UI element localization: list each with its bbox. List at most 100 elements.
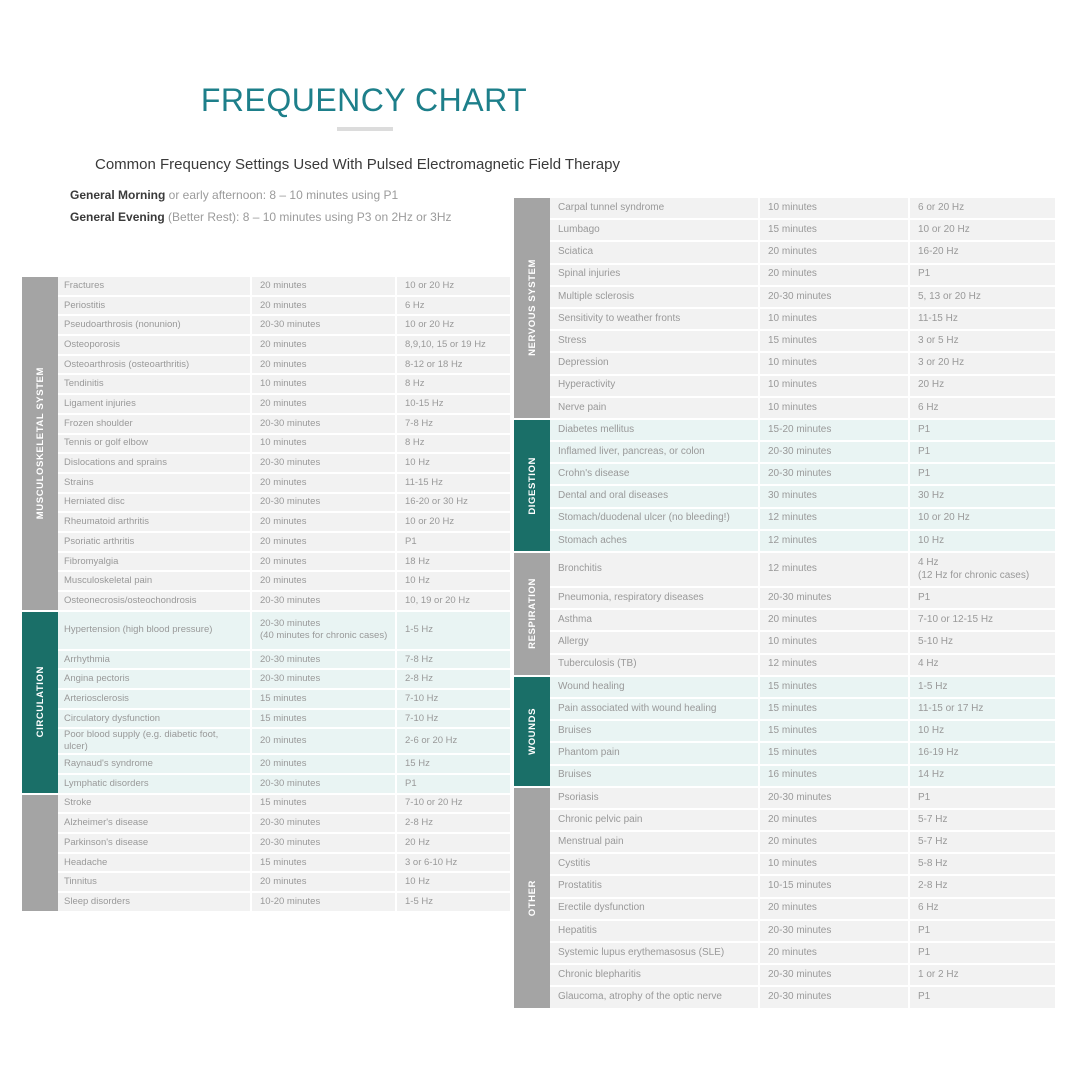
table-row: Fractures 20 minutes 10 or 20 Hz xyxy=(58,277,510,295)
table-row: Musculoskeletal pain 20 minutes 10 Hz xyxy=(58,570,510,590)
table-row: Diabetes mellitus 15-20 minutes P1 xyxy=(550,419,1055,441)
condition-cell: Systemic lupus erythemasosus (SLE) xyxy=(558,946,725,958)
frequency-cell: 10 or 20 Hz xyxy=(395,316,510,335)
condition-cell: Pneumonia, respiratory diseases xyxy=(558,591,704,603)
duration-cell: 20-30 minutes xyxy=(758,965,908,986)
left-frequency-table: MUSCULOSKELETAL SYSTEM Fractures 20 minute… xyxy=(22,277,510,911)
section-label: MUSCULOSKELETAL SYSTEM xyxy=(22,277,58,610)
duration-cell: 10 minutes xyxy=(758,854,908,875)
duration-cell: 20-30 minutes xyxy=(758,920,908,941)
frequency-cell: 10 Hz xyxy=(395,454,510,472)
condition-cell: Herniated disc xyxy=(64,496,125,508)
frequency-cell: 2-8 Hz xyxy=(908,876,1055,897)
condition-cell: Dislocations and sprains xyxy=(64,457,167,469)
condition-cell: Inflamed liver, pancreas, or colon xyxy=(558,445,705,457)
duration-cell: 20-30 minutes xyxy=(758,442,908,463)
section-label: OTHER xyxy=(514,787,550,1008)
table-row: Parkinson's disease 20-30 minutes 20 Hz xyxy=(58,831,510,852)
frequency-cell: 4 Hz xyxy=(908,654,1055,675)
section-musculoskeletal-system: MUSCULOSKELETAL SYSTEM Fractures 20 minute… xyxy=(22,277,510,610)
section-label-text: OTHER xyxy=(526,879,538,916)
condition-cell: Alzheimer's disease xyxy=(64,817,149,829)
duration-cell: 20 minutes xyxy=(758,832,908,853)
condition-cell: Hypertension (high blood pressure) xyxy=(64,624,213,636)
duration-cell: 20-30 minutes xyxy=(250,316,395,335)
table-row: Poor blood supply (e.g. diabetic foot, u… xyxy=(58,727,510,754)
right-frequency-table: NERVOUS SYSTEM Carpal tunnel syndrome 10 m… xyxy=(514,198,1055,1008)
frequency-cell: 8 Hz xyxy=(395,434,510,453)
duration-cell: 10 minutes xyxy=(758,353,908,374)
table-row: Stomach aches 12 minutes 10 Hz xyxy=(550,528,1055,551)
table-row: Systemic lupus erythemasosus (SLE) 20 min… xyxy=(550,941,1055,964)
table-row: Tennis or golf elbow 10 minutes 8 Hz xyxy=(58,432,510,453)
section-rows: Diabetes mellitus 15-20 minutes P1 Inflamed… xyxy=(550,419,1055,551)
frequency-cell: 7-10 Hz xyxy=(395,690,510,708)
frequency-cell: 11-15 or 17 Hz xyxy=(908,698,1055,720)
duration-cell: 20-30 minutes (40 minutes for chronic ca… xyxy=(250,611,395,649)
table-row: Carpal tunnel syndrome 10 minutes 6 or 20 … xyxy=(550,198,1055,219)
table-row: Periostitis 20 minutes 6 Hz xyxy=(58,294,510,315)
frequency-cell: 10 Hz xyxy=(395,873,510,891)
condition-cell: Pseudoarthrosis (nonunion) xyxy=(64,319,181,331)
duration-cell: 20 minutes xyxy=(250,277,395,295)
duration-cell: 20 minutes xyxy=(250,296,395,315)
duration-cell: 15 minutes xyxy=(250,794,395,813)
duration-cell: 20 minutes xyxy=(250,552,395,571)
condition-cell: Osteoporosis xyxy=(64,338,120,350)
condition-cell: Carpal tunnel syndrome xyxy=(558,201,665,213)
section-other: OTHER Psoriasis 20-30 minutes P1 Chronic pel… xyxy=(514,787,1055,1008)
table-row: Arrhythmia 20-30 minutes 7-8 Hz xyxy=(58,648,510,669)
condition-cell: Sleep disorders xyxy=(64,895,131,907)
frequency-cell: P1 xyxy=(908,264,1055,285)
condition-cell: Lumbago xyxy=(558,224,600,236)
table-row: Asthma 20 minutes 7-10 or 12-15 Hz xyxy=(550,608,1055,631)
table-row: Osteoporosis 20 minutes 8,9,10, 15 or 19 H… xyxy=(58,334,510,354)
page-title: FREQUENCY CHART xyxy=(200,82,528,118)
condition-cell: Glaucoma, atrophy of the optic nerve xyxy=(558,991,722,1003)
frequency-cell: 1 or 2 Hz xyxy=(908,965,1055,986)
duration-cell: 20 minutes xyxy=(250,532,395,551)
condition-cell: Fractures xyxy=(64,279,105,291)
duration-cell: 12 minutes xyxy=(758,530,908,551)
section-label-text: NERVOUS SYSTEM xyxy=(526,259,538,357)
table-row: Bruises 16 minutes 14 Hz xyxy=(550,763,1055,786)
table-row: Osteonecrosis/osteochondrosis 20-30 minut… xyxy=(58,590,510,610)
table-row: Multiple sclerosis 20-30 minutes 5, 13 or … xyxy=(550,284,1055,307)
duration-cell: 20-30 minutes xyxy=(250,454,395,472)
frequency-cell: 6 Hz xyxy=(908,898,1055,919)
frequency-cell: 7-10 Hz xyxy=(395,709,510,728)
table-row: Psoriatic arthritis 20 minutes P1 xyxy=(58,530,510,551)
table-row: Hyperactivity 10 minutes 20 Hz xyxy=(550,373,1055,396)
table-row: Tendinitis 10 minutes 8 Hz xyxy=(58,373,510,394)
table-row: Bronchitis 12 minutes 4 Hz (12 Hz for chro… xyxy=(550,553,1055,586)
table-row: Osteoarthrosis (osteoarthritis) 20 minute… xyxy=(58,353,510,374)
section-label-text: RESPIRATION xyxy=(526,578,538,650)
condition-cell: Circulatory dysfunction xyxy=(64,712,161,724)
condition-cell: Musculoskeletal pain xyxy=(64,575,153,587)
condition-cell: Spinal injuries xyxy=(558,268,621,280)
section-respiration: RESPIRATION Bronchitis 12 minutes 4 Hz (12 … xyxy=(514,553,1055,675)
condition-cell: Chronic pelvic pain xyxy=(558,813,643,825)
table-row: Sciatica 20 minutes 16-20 Hz xyxy=(550,240,1055,263)
section-label: CIRCULATION xyxy=(22,611,58,793)
section-rows: Stroke 15 minutes 7-10 or 20 Hz Alzheimer's… xyxy=(58,794,510,911)
frequency-cell: 10 or 20 Hz xyxy=(395,277,510,295)
section-label-text: MUSCULOSKELETAL SYSTEM xyxy=(34,367,46,520)
table-row: Bruises 15 minutes 10 Hz xyxy=(550,719,1055,742)
duration-cell: 20 minutes xyxy=(758,943,908,964)
condition-cell: Dental and oral diseases xyxy=(558,490,669,502)
duration-cell: 15 minutes xyxy=(250,709,395,728)
subtitle: Common Frequency Settings Used With Puls… xyxy=(95,156,620,173)
frequency-cell: 2-8 Hz xyxy=(395,670,510,689)
condition-cell: Phantom pain xyxy=(558,747,620,759)
general-note-rest: (Better Rest): 8 – 10 minutes using P3 o… xyxy=(164,210,452,224)
duration-cell: 15-20 minutes xyxy=(758,419,908,441)
frequency-cell: P1 xyxy=(908,920,1055,941)
condition-cell: Menstrual pain xyxy=(558,835,624,847)
condition-cell: Rheumatoid arthritis xyxy=(64,516,150,528)
frequency-cell: 5-7 Hz xyxy=(908,832,1055,853)
section-label: RESPIRATION xyxy=(514,553,550,675)
duration-cell: 12 minutes xyxy=(758,508,908,529)
condition-cell: Stomach/duodenal ulcer (no bleeding!) xyxy=(558,512,730,524)
condition-cell: Tuberculosis (TB) xyxy=(558,658,637,670)
